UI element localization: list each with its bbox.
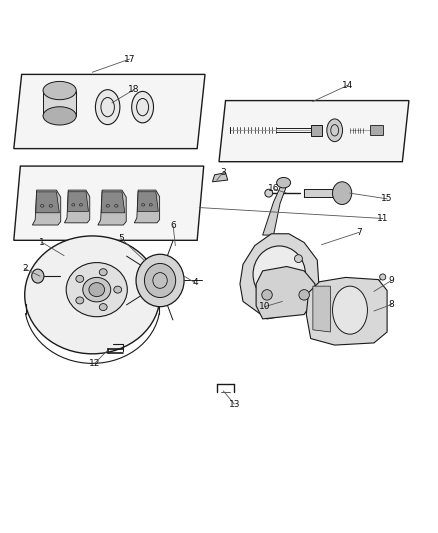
Text: 15: 15 (381, 195, 393, 203)
Text: 7: 7 (356, 228, 362, 237)
Polygon shape (32, 190, 61, 225)
Ellipse shape (294, 282, 302, 290)
Polygon shape (256, 266, 315, 319)
Ellipse shape (66, 263, 127, 317)
Text: 5: 5 (118, 233, 124, 243)
Ellipse shape (380, 274, 386, 280)
Ellipse shape (332, 182, 352, 205)
Polygon shape (14, 75, 205, 149)
Polygon shape (304, 189, 332, 197)
Ellipse shape (145, 263, 176, 297)
Polygon shape (67, 192, 88, 212)
Polygon shape (64, 190, 90, 223)
Text: 2: 2 (22, 264, 28, 273)
Ellipse shape (25, 236, 160, 354)
Text: 1: 1 (39, 238, 45, 247)
Text: 16: 16 (268, 184, 279, 193)
Text: 8: 8 (389, 300, 394, 309)
Ellipse shape (76, 297, 84, 304)
Polygon shape (240, 234, 319, 319)
Ellipse shape (132, 92, 153, 123)
Ellipse shape (253, 246, 305, 303)
Text: 13: 13 (229, 400, 240, 408)
Ellipse shape (43, 107, 76, 125)
Text: 4: 4 (192, 278, 198, 287)
Polygon shape (98, 190, 126, 225)
Ellipse shape (332, 286, 367, 334)
Text: 11: 11 (377, 214, 389, 223)
Text: 17: 17 (124, 54, 135, 63)
Ellipse shape (32, 269, 44, 283)
Ellipse shape (299, 289, 309, 300)
Polygon shape (370, 125, 383, 135)
Text: 3: 3 (220, 168, 226, 177)
Ellipse shape (265, 189, 273, 197)
Polygon shape (306, 277, 387, 345)
Ellipse shape (114, 286, 122, 293)
Polygon shape (138, 192, 159, 212)
Ellipse shape (76, 276, 84, 282)
Polygon shape (219, 101, 409, 161)
Polygon shape (101, 192, 125, 213)
Polygon shape (36, 192, 59, 213)
Ellipse shape (99, 304, 107, 311)
Ellipse shape (262, 289, 272, 300)
Text: 18: 18 (128, 85, 140, 94)
Ellipse shape (327, 119, 343, 142)
Text: 12: 12 (89, 359, 100, 368)
Ellipse shape (43, 82, 76, 100)
Polygon shape (43, 91, 76, 116)
Ellipse shape (95, 90, 120, 125)
Polygon shape (311, 125, 321, 136)
Polygon shape (263, 183, 287, 235)
Polygon shape (134, 190, 159, 223)
Ellipse shape (89, 282, 105, 297)
Ellipse shape (294, 255, 302, 263)
Polygon shape (313, 286, 330, 332)
Ellipse shape (99, 269, 107, 276)
Text: 14: 14 (342, 81, 353, 90)
Text: 6: 6 (170, 221, 176, 230)
Text: 9: 9 (389, 276, 394, 285)
Text: 10: 10 (259, 302, 271, 311)
Ellipse shape (83, 277, 111, 302)
Polygon shape (14, 166, 204, 240)
Polygon shape (212, 173, 228, 182)
Ellipse shape (277, 177, 290, 188)
Ellipse shape (136, 254, 184, 306)
